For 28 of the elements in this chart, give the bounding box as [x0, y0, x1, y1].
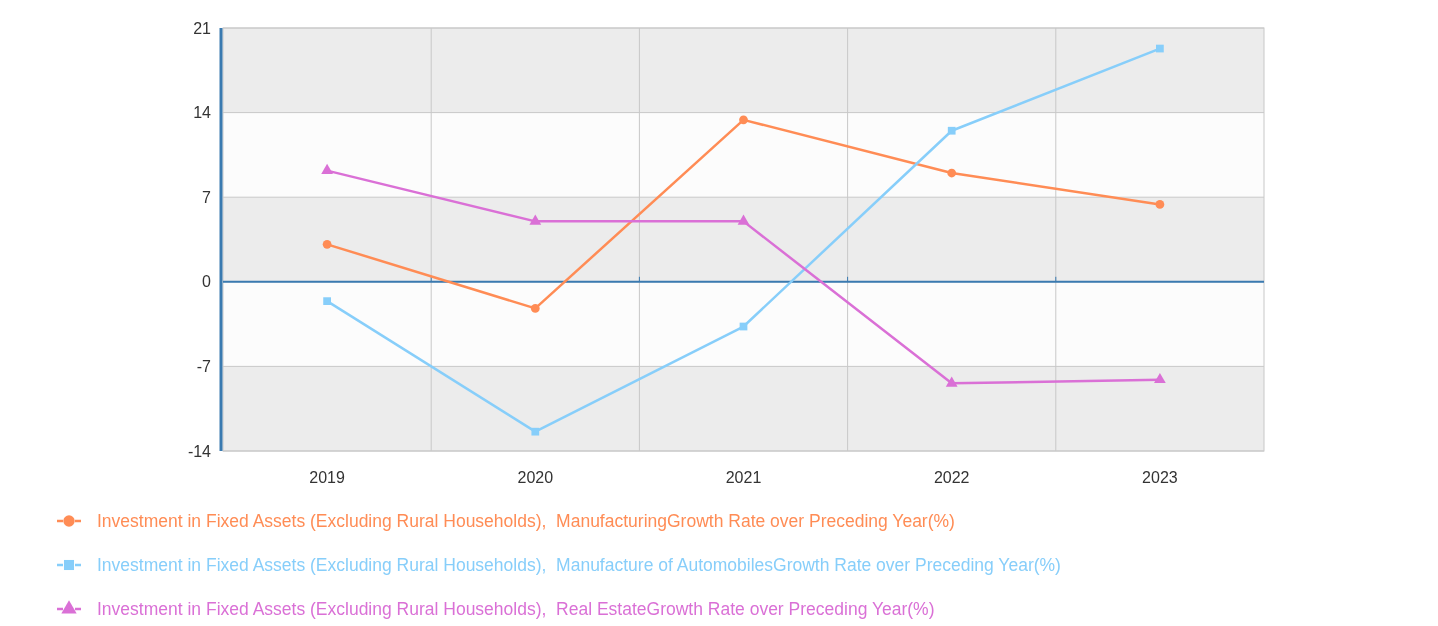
point — [739, 115, 748, 125]
point — [947, 168, 957, 178]
x-tick-label: 2021 — [725, 469, 762, 486]
point — [1155, 200, 1165, 209]
x-tick-label: 2020 — [517, 469, 554, 486]
x-tick-label: 2019 — [309, 469, 345, 486]
point — [737, 214, 750, 225]
y-tick-label: 7 — [202, 188, 212, 206]
legend-label: Investment in Fixed Assets (Excluding Rural Households), ManufacturingGrowth Rate over Preceding Year(%) — [97, 511, 955, 532]
x-tick-label: 2022 — [933, 469, 970, 486]
point — [321, 163, 333, 175]
y-tick-label: 14 — [193, 104, 212, 122]
point — [529, 214, 542, 225]
y-tick-label: -14 — [187, 442, 212, 460]
y-tick-label: -7 — [196, 358, 212, 375]
point — [531, 427, 540, 436]
point — [323, 297, 331, 306]
y-tick-label: 21 — [193, 19, 212, 37]
legend-label: Investment in Fixed Assets (Excluding Rural Households), Manufacture of AutomobilesGrowth Rate over Preceding Year(%) — [97, 555, 1061, 576]
point — [945, 376, 958, 387]
point — [1154, 372, 1166, 384]
point — [1156, 44, 1164, 53]
y-tick-label: 0 — [202, 273, 212, 291]
point — [947, 126, 956, 135]
point — [530, 304, 540, 313]
point — [322, 239, 332, 249]
legend-label: Investment in Fixed Assets (Excluding Rural Households), Real EstateGrowth Rate over Preceding Year(%) — [97, 599, 935, 620]
x-tick-label: 2023 — [1142, 469, 1178, 486]
